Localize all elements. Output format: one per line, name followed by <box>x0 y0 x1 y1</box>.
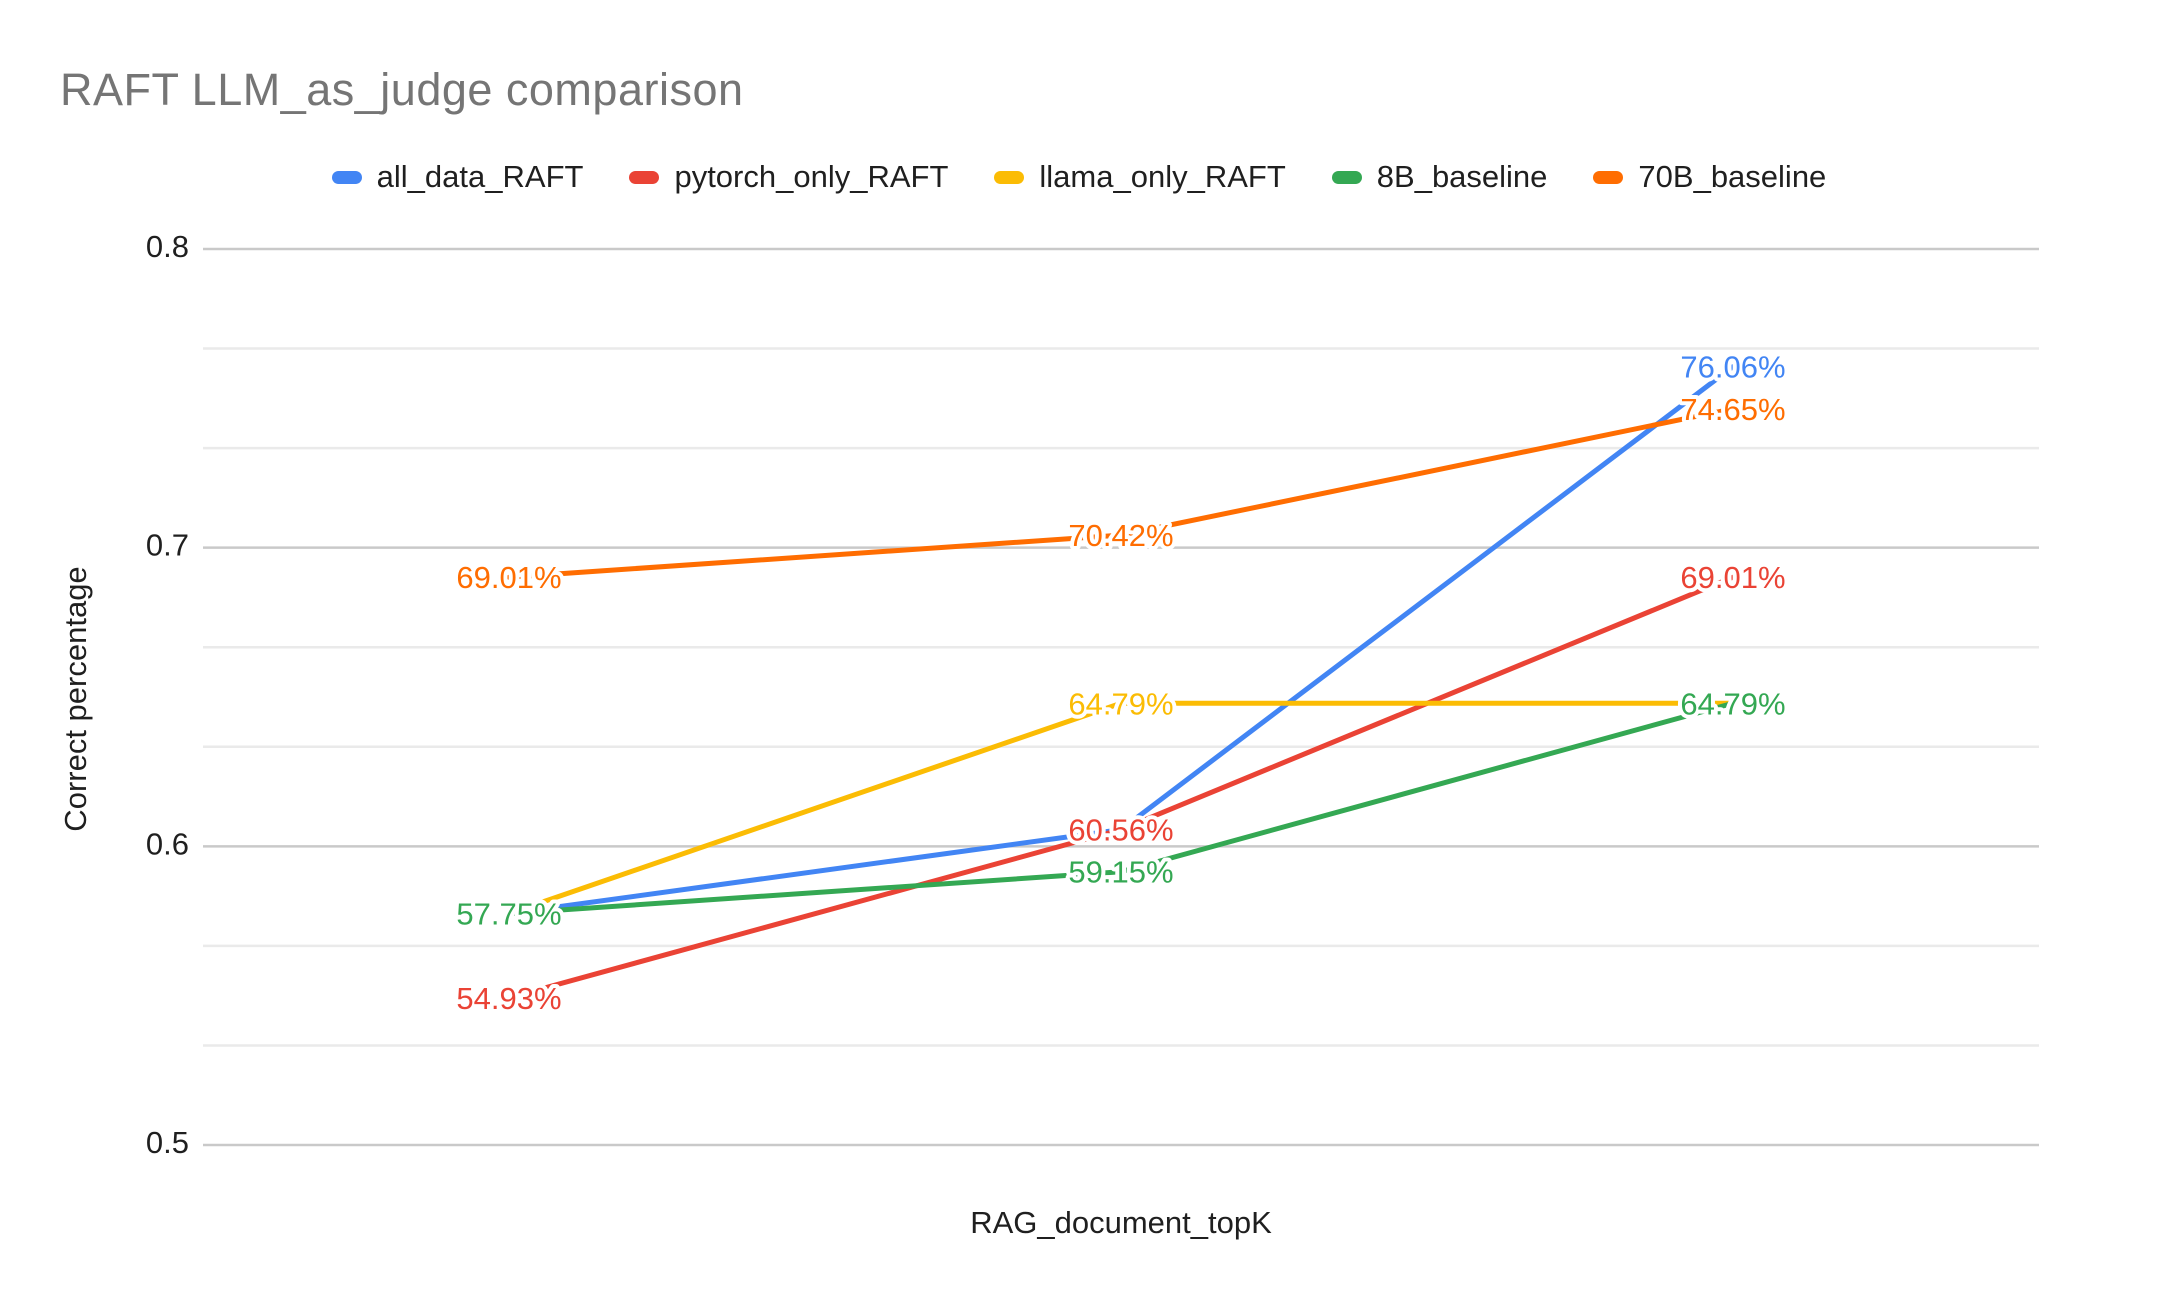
legend-item-all-data-raft: all_data_RAFT <box>331 159 584 195</box>
data-label-llama_only_RAFT: 64.79% <box>1068 686 1173 721</box>
legend-color-swatch <box>994 170 1025 184</box>
series-line-llama_only_RAFT <box>506 700 1736 917</box>
data-label-70B_baseline: 74.65% <box>1680 392 1785 427</box>
legend-color-swatch <box>331 170 362 184</box>
legend-item-70b-baseline: 70B_baseline <box>1593 159 1826 195</box>
y-axis-title: Correct percentage <box>58 566 93 832</box>
data-label-8B_baseline: 64.79% <box>1680 686 1785 721</box>
data-label-70B_baseline: 69.01% <box>456 560 561 595</box>
data-label-8B_baseline: 57.75% <box>456 897 561 932</box>
legend-color-swatch <box>1593 170 1624 184</box>
data-label-70B_baseline: 70.42% <box>1068 518 1173 553</box>
data-label-all_data_RAFT: 76.06% <box>1680 350 1785 385</box>
x-axis-title: RAG_document_topK <box>970 1205 1272 1240</box>
legend-item-8b-baseline: 8B_baseline <box>1331 159 1548 195</box>
legend-item-llama-only-raft: llama_only_RAFT <box>994 159 1286 195</box>
y-tick-label: 0.8 <box>146 229 189 264</box>
series-line-8B_baseline <box>506 700 1736 917</box>
legend-item-label: llama_only_RAFT <box>1039 159 1286 194</box>
y-tick-label: 0.5 <box>146 1125 189 1160</box>
data-label-8B_baseline: 59.15% <box>1068 855 1173 890</box>
series-line-70B_baseline <box>506 406 1736 580</box>
legend-item-label: 8B_baseline <box>1376 159 1548 194</box>
data-label-pytorch_only_RAFT: 69.01% <box>1680 560 1785 595</box>
y-tick-label: 0.6 <box>146 826 189 861</box>
chart-legend: all_data_RAFT pytorch_only_RAFT llama_on… <box>0 159 2158 195</box>
legend-item-label: all_data_RAFT <box>376 159 584 194</box>
chart-title: RAFT LLM_as_judge comparison <box>60 64 744 115</box>
series-line-pytorch_only_RAFT <box>506 574 1736 1001</box>
y-tick-label: 0.7 <box>146 528 189 563</box>
legend-item-label: pytorch_only_RAFT <box>674 159 949 194</box>
legend-color-swatch <box>629 170 660 184</box>
legend-item-pytorch-only-raft: pytorch_only_RAFT <box>629 159 948 195</box>
legend-item-label: 70B_baseline <box>1638 159 1827 194</box>
data-label-pytorch_only_RAFT: 54.93% <box>456 981 561 1016</box>
legend-color-swatch <box>1331 170 1362 184</box>
data-label-pytorch_only_RAFT: 60.56% <box>1068 813 1173 848</box>
